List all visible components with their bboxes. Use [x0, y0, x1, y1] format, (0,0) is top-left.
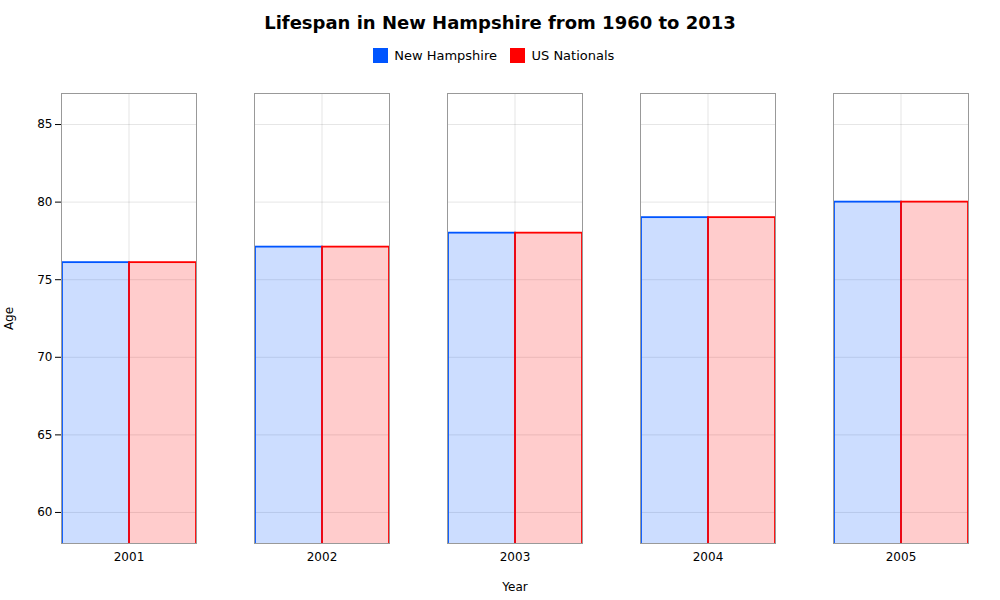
html-text:New Hampshire: New Hampshire	[394, 48, 497, 63]
svg-text:2005: 2005	[886, 550, 917, 564]
svg-text:85: 85	[37, 117, 52, 131]
svg-text:60: 60	[37, 505, 52, 519]
html-text:US Nationals: US Nationals	[531, 48, 615, 63]
svg-text:80: 80	[37, 194, 52, 208]
svg-text:Year: Year	[501, 579, 527, 593]
html-text:Lifespan in New Hampshire from: Lifespan in New Hampshire from 1960 to 2…	[264, 12, 736, 33]
svg-text:2002: 2002	[307, 550, 338, 564]
svg-text:75: 75	[37, 272, 52, 286]
svg-text:65: 65	[37, 427, 52, 441]
svg-text:2004: 2004	[693, 550, 724, 564]
svg-text:2001: 2001	[114, 550, 145, 564]
svg-text:70: 70	[37, 350, 52, 364]
svg-text:2003: 2003	[500, 550, 531, 564]
svg-text:Age: Age	[2, 306, 16, 329]
